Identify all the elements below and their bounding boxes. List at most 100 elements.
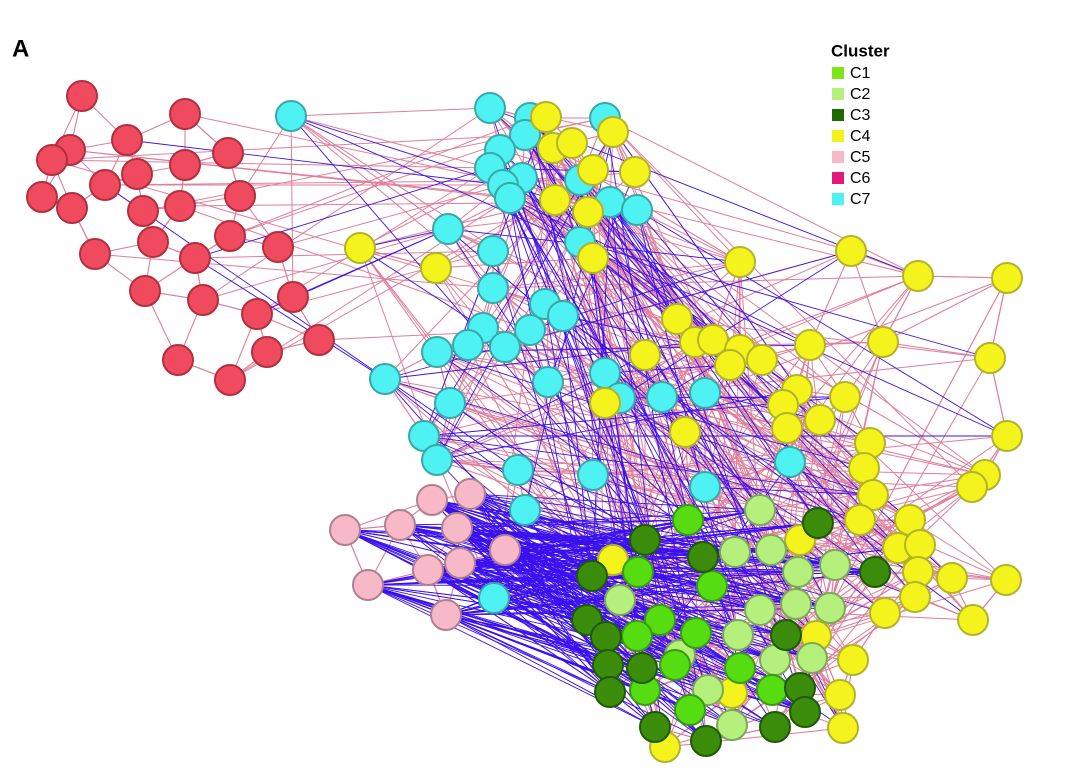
node — [957, 604, 989, 636]
node — [756, 674, 788, 706]
node — [622, 556, 654, 588]
node — [724, 246, 756, 278]
edge — [445, 609, 761, 616]
node — [434, 387, 466, 419]
node — [303, 324, 335, 356]
node — [577, 242, 609, 274]
node — [859, 556, 891, 588]
node — [489, 534, 521, 566]
node — [669, 416, 701, 448]
node — [904, 529, 936, 561]
legend-swatch — [832, 130, 844, 142]
node — [452, 329, 484, 361]
node — [770, 619, 802, 651]
legend-title: Cluster — [831, 41, 890, 60]
legend-swatch — [832, 151, 844, 163]
edge — [126, 139, 504, 186]
edge — [449, 402, 646, 541]
node — [590, 621, 622, 653]
node — [127, 195, 159, 227]
edge — [449, 402, 974, 621]
legend-label: C4 — [850, 128, 871, 145]
node — [329, 514, 361, 546]
node — [719, 536, 751, 568]
node — [251, 336, 283, 368]
node — [89, 169, 121, 201]
node — [572, 196, 604, 228]
node — [577, 154, 609, 186]
node — [420, 252, 452, 284]
edge — [423, 435, 831, 609]
node — [759, 711, 791, 743]
node — [639, 711, 671, 743]
node — [689, 471, 721, 503]
node — [696, 570, 728, 602]
node — [509, 119, 541, 151]
node — [169, 149, 201, 181]
node — [689, 377, 721, 409]
node — [79, 238, 111, 270]
edge — [194, 257, 386, 380]
legend-label: C3 — [850, 107, 871, 124]
edge — [94, 253, 494, 289]
node — [991, 420, 1023, 452]
legend: C1 C2 C3 C4 C5 C6 C7 — [832, 65, 871, 208]
node — [990, 564, 1022, 596]
node — [629, 524, 661, 556]
node — [687, 541, 719, 573]
node — [187, 284, 219, 316]
edge — [384, 378, 686, 433]
edge — [609, 201, 788, 429]
edge — [619, 397, 876, 573]
legend-swatch — [832, 193, 844, 205]
node — [162, 344, 194, 376]
node — [774, 446, 806, 478]
edge — [447, 228, 821, 421]
node — [129, 275, 161, 307]
edge — [202, 228, 449, 301]
node — [724, 652, 756, 684]
node — [794, 329, 826, 361]
edge — [509, 197, 788, 429]
node — [489, 331, 521, 363]
edge — [290, 115, 294, 298]
node — [164, 190, 196, 222]
node — [421, 336, 453, 368]
node — [556, 127, 588, 159]
edge — [367, 584, 588, 621]
node — [275, 100, 307, 132]
edge — [554, 199, 606, 374]
node — [804, 404, 836, 436]
node — [547, 300, 579, 332]
edge — [449, 402, 861, 521]
edge — [502, 184, 639, 573]
legend-label: C1 — [850, 65, 871, 82]
edge — [604, 117, 714, 341]
node — [659, 649, 691, 681]
node — [432, 213, 464, 245]
node — [412, 554, 444, 586]
edge — [524, 509, 614, 561]
node — [621, 620, 653, 652]
edge — [445, 599, 621, 616]
node — [672, 504, 704, 536]
node — [744, 494, 776, 526]
node — [796, 642, 828, 674]
node — [214, 364, 246, 396]
node — [844, 504, 876, 536]
node — [56, 192, 88, 224]
legend-label: C2 — [850, 86, 871, 103]
node — [814, 592, 846, 624]
node — [716, 709, 748, 741]
edge — [562, 315, 593, 577]
node — [936, 562, 968, 594]
node — [530, 101, 562, 133]
node — [212, 137, 244, 169]
node — [430, 599, 462, 631]
edge — [504, 346, 865, 469]
node — [576, 560, 608, 592]
edge — [586, 519, 911, 621]
node — [829, 381, 861, 413]
legend-swatch — [832, 109, 844, 121]
node — [746, 344, 778, 376]
